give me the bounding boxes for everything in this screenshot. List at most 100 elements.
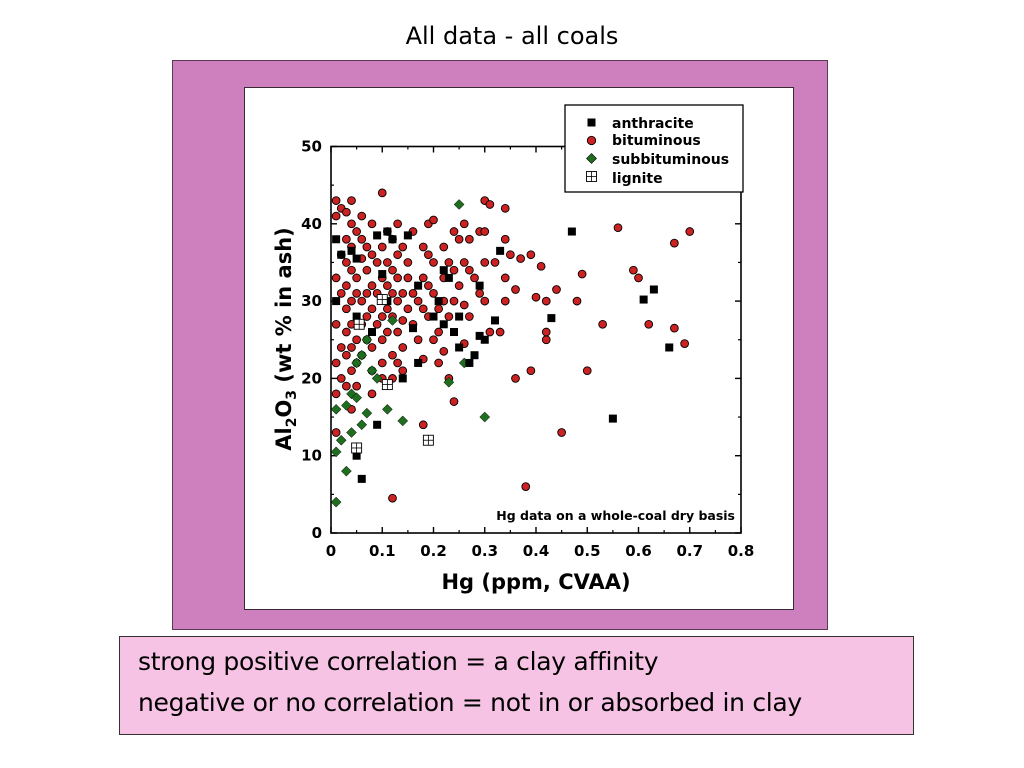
bituminous-point [485,327,495,337]
bituminous-point [500,203,510,213]
legend-lignite-marker [586,171,597,182]
y-axis-title: Al2O3 (wt % in ash) [272,227,300,451]
bituminous-point [403,258,413,267]
anthracite-point [347,246,356,255]
bituminous-point [418,242,428,252]
bituminous-point [413,296,423,306]
y-axis-title-subscript-2: 3 [284,390,300,400]
bituminous-point [495,327,505,337]
bituminous-point [541,296,551,306]
anthracite-point [450,328,458,337]
bituminous-point [357,296,367,306]
y-tick-label: 50 [301,138,322,156]
bituminous-point [331,273,341,283]
y-axis-title-subscript-1: 2 [284,418,300,428]
lignite-point [422,434,434,446]
bituminous-point [424,250,433,260]
x-tick-label: 0.5 [574,542,601,560]
x-tick-label: 0.8 [728,542,755,560]
bituminous-point [398,242,408,252]
subbituminous-point [351,392,362,404]
data-points [330,188,695,508]
bituminous-point [388,289,397,298]
anthracite-point [414,358,423,367]
bituminous-point [613,223,623,233]
bituminous-point [429,215,438,225]
subbituminous-point [371,373,383,384]
bituminous-point [362,265,372,275]
bituminous-point [449,296,459,306]
bituminous-point [362,242,372,252]
bituminous-point [434,327,443,337]
bituminous-point [357,234,367,244]
x-tick-label: 0 [326,542,336,560]
subbituminous-point [341,465,352,477]
bituminous-point [367,281,377,290]
bituminous-point [331,211,341,221]
bituminous-point [331,389,341,399]
bituminous-point [398,343,408,352]
bituminous-point [336,374,346,383]
bituminous-point [459,219,469,229]
bituminous-point [429,258,438,267]
bituminous-point [685,227,695,236]
bituminous-point [454,234,464,244]
bituminous-point [465,312,474,321]
bituminous-point [413,335,423,345]
bituminous-point [331,428,341,437]
bituminous-point [424,281,433,290]
subbituminous-point [382,403,393,415]
anthracite-point [439,266,448,275]
x-tick-label: 0.4 [523,542,550,560]
anthracite-point [480,335,489,344]
bituminous-point [398,289,408,298]
bituminous-point [377,312,387,321]
x-axis-title: Hg (ppm, CVAA) [441,570,630,594]
bituminous-point [670,323,679,333]
bituminous-point [331,358,341,368]
bituminous-point [475,289,484,298]
bituminous-point [393,327,402,337]
bituminous-point [347,296,356,306]
bituminous-point [393,273,402,283]
x-tick-label: 0.2 [420,542,447,560]
slide-title: All data - all coals [405,22,619,50]
subbituminous-point [351,357,362,369]
bituminous-point [393,296,402,306]
bituminous-point [526,366,536,376]
bituminous-point [439,242,449,252]
bituminous-point [367,219,377,229]
anthracite-point [352,254,361,263]
bituminous-point [465,265,474,275]
bituminous-point [454,281,464,290]
legend-lignite-label: lignite [612,171,663,187]
bituminous-point [434,358,443,368]
anthracite-point [429,312,438,321]
subbituminous-point [387,315,398,326]
bituminous-point [531,292,541,302]
bituminous-point [557,428,566,437]
y-tick-label: 30 [301,292,322,310]
chart-annotation: Hg data on a whole-coal dry basis [496,508,735,523]
bituminous-point [352,381,361,391]
legend-subbituminous-marker [586,153,597,164]
bituminous-point [449,265,459,275]
legend-bituminous-marker [586,135,597,146]
bituminous-point [480,296,490,306]
anthracite-point [332,297,341,306]
anthracite-point [496,246,505,255]
bituminous-point [429,289,438,298]
subbituminous-point [397,415,409,427]
subbituminous-point [330,446,342,458]
bituminous-point [444,312,454,321]
bituminous-point [541,327,551,337]
subbituminous-point [346,427,357,438]
legend-subbituminous-label: subbituminous [612,152,729,168]
bituminous-point [331,196,341,205]
subbituminous-point [366,365,378,377]
anthracite-point [403,231,412,240]
anthracite-point [388,235,397,244]
bituminous-point [347,343,356,352]
bituminous-point [336,289,346,298]
takeaway-box [119,636,914,735]
